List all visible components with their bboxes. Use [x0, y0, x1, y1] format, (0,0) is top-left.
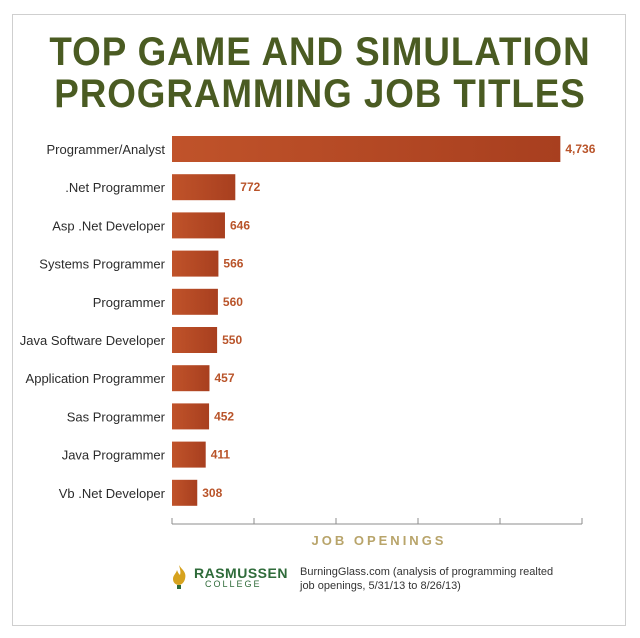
category-label: .Net Programmer	[65, 180, 165, 195]
value-label: 452	[214, 409, 234, 423]
category-label: Programmer/Analyst	[47, 142, 166, 157]
value-label: 457	[214, 371, 234, 385]
value-label: 560	[223, 295, 243, 309]
source-note: BurningGlass.com (analysis of programmin…	[300, 566, 554, 592]
bar	[172, 365, 210, 392]
category-label: Application Programmer	[26, 371, 166, 386]
value-label: 646	[230, 218, 250, 232]
category-label: Vb .Net Developer	[59, 486, 166, 501]
category-label: Programmer	[93, 295, 166, 310]
brand-name: RASMUSSEN	[194, 565, 288, 581]
chart-title-line2: PROGRAMMING JOB TITLES	[54, 72, 586, 116]
value-label: 411	[211, 448, 231, 462]
category-label: Java Software Developer	[20, 333, 166, 348]
category-label: Sas Programmer	[67, 409, 166, 424]
category-label: Systems Programmer	[39, 257, 165, 272]
bar	[172, 136, 561, 162]
value-label: 4,736	[565, 142, 595, 156]
brand-subtitle: COLLEGE	[205, 579, 262, 589]
bar	[172, 288, 218, 315]
category-label: Asp .Net Developer	[52, 218, 165, 233]
flame-icon	[173, 565, 186, 589]
value-label: 308	[202, 486, 222, 500]
value-label: 772	[240, 180, 260, 194]
bar	[172, 212, 225, 239]
x-axis-label: JOB OPENINGS	[312, 533, 447, 548]
bar	[172, 441, 206, 468]
bar	[172, 403, 210, 430]
bar	[172, 174, 236, 201]
value-label: 566	[223, 257, 243, 271]
bar	[172, 250, 219, 277]
chart-title-line1: TOP GAME AND SIMULATION	[49, 30, 591, 74]
category-label: Java Programmer	[62, 448, 166, 463]
value-label: 550	[222, 333, 242, 347]
bar	[172, 327, 218, 353]
bar	[172, 479, 198, 506]
